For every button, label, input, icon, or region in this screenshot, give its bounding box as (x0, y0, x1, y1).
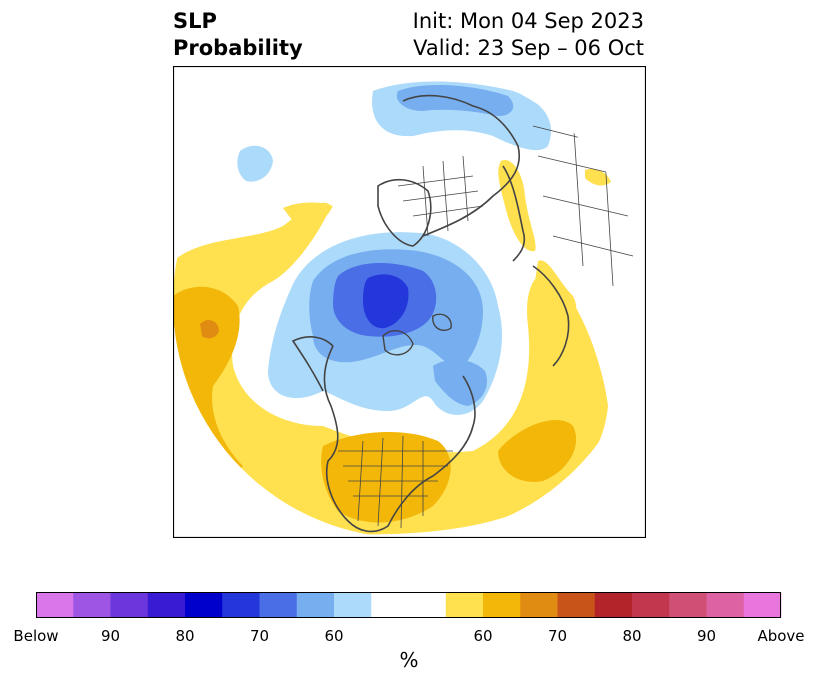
below-field-europe-mid (396, 84, 514, 116)
below-field-greenland (237, 145, 273, 182)
colorbar-cell (185, 592, 223, 618)
above-field-usa (321, 431, 451, 523)
coast-north-america (323, 345, 476, 533)
colorbar-cell (334, 592, 372, 618)
map-dates: Init: Mon 04 Sep 2023 Valid: 23 Sep – 06… (413, 8, 644, 62)
coast-scandinavia (502, 165, 526, 262)
colorbar-tick-label: Below (13, 627, 59, 645)
colorbar-cell (296, 592, 335, 618)
title-variable: SLP (173, 9, 217, 33)
above-field-atlantic (498, 420, 577, 482)
colorbar-cell (73, 592, 111, 618)
coast-greenland (377, 178, 432, 247)
colorbar-cell (408, 592, 447, 618)
colorbar-cell (594, 592, 633, 618)
colorbar-cell (483, 592, 521, 618)
colorbar-cell (743, 592, 782, 618)
above-field-na-west (283, 202, 333, 229)
colorbar-cell (222, 592, 260, 618)
map-title: SLP Probability (173, 8, 303, 62)
colorbar-tick-label: 90 (100, 627, 121, 645)
map-frame (173, 66, 646, 538)
coast-alaska (291, 336, 334, 392)
colorbar-cell (445, 592, 484, 618)
below-field-arctic-darker (363, 274, 409, 329)
colorbar-cell (110, 592, 149, 618)
colorbar-cell (147, 592, 186, 618)
colorbar-cell (632, 592, 670, 618)
colorbar-tick-label: 70 (249, 627, 270, 645)
colorbar-tick-label: 80 (622, 627, 642, 645)
below-field-kamchatka (433, 359, 488, 406)
colorbar-cell (36, 592, 74, 618)
asia-borders (532, 115, 634, 287)
colorbar-unit: % (399, 648, 419, 672)
coast-eurasia (402, 94, 520, 237)
colorbar (36, 592, 782, 618)
colorbar-cell (371, 592, 409, 618)
probability-map (173, 66, 646, 538)
coast-arctic-islands (382, 313, 452, 356)
init-date: Init: Mon 04 Sep 2023 (412, 9, 644, 33)
colorbar-cell (557, 592, 596, 618)
above-field-aleutian-dark (200, 319, 219, 339)
colorbar-frame (36, 592, 781, 618)
colorbar-tick-label: 90 (696, 627, 717, 645)
us-state-borders (338, 435, 453, 529)
colorbar-tick-label: 70 (547, 627, 568, 645)
colorbar-tick-label: Above (757, 627, 805, 645)
colorbar-cells (36, 592, 782, 618)
europe-borders (397, 155, 484, 237)
colorbar-tick-label: 60 (473, 627, 493, 645)
colorbar-tick-label: 60 (324, 627, 344, 645)
coastlines (291, 94, 634, 533)
colorbar-tick-label: 80 (175, 627, 195, 645)
colorbar-cell (520, 592, 558, 618)
colorbar-cell (669, 592, 707, 618)
colorbar-cell (259, 592, 298, 618)
valid-range: Valid: 23 Sep – 06 Oct (413, 36, 644, 60)
colorbar-cell (706, 592, 745, 618)
title-product: Probability (173, 36, 303, 60)
above-field-siberia (585, 168, 611, 186)
coast-asia-pacific (532, 265, 570, 367)
